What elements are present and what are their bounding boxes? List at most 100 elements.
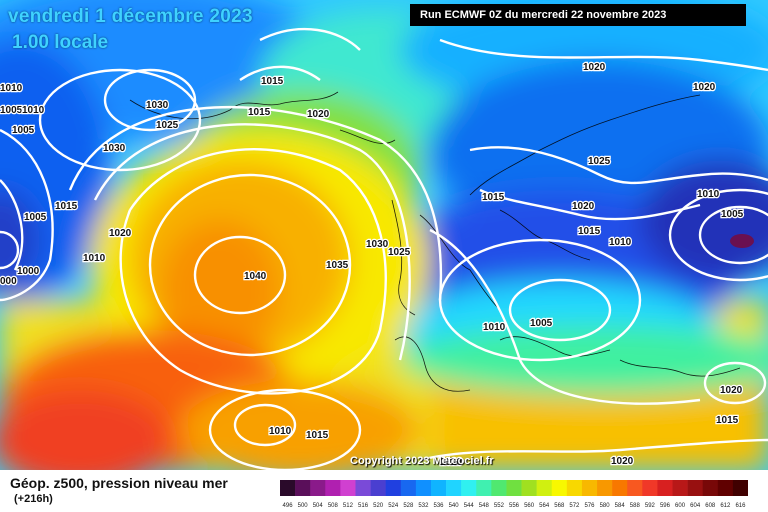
isobar-label: 1035 <box>326 260 349 271</box>
color-scale-tick-label: 596 <box>660 503 671 509</box>
color-scale-tick-label: 508 <box>328 503 339 509</box>
color-scale-swatch <box>612 480 628 496</box>
color-scale-swatch <box>310 480 326 496</box>
copyright: Copyright 2023 Meteociel.fr <box>350 455 494 467</box>
color-scale-tick-label: 580 <box>600 503 611 509</box>
color-scale-swatch <box>566 480 583 496</box>
isobar-label: 1020 <box>440 457 463 468</box>
isobar-label: 1005 <box>0 105 23 116</box>
color-scale-tick-label: 592 <box>645 503 656 509</box>
isobar-label: 1020 <box>611 456 634 467</box>
color-scale-tick-label: 584 <box>615 503 626 509</box>
coastlines <box>129 91 741 392</box>
isobar-label: 1030 <box>103 143 126 154</box>
color-scale-swatch <box>597 480 613 496</box>
color-scale-tick-label: 608 <box>705 503 716 509</box>
isobar-label: 1020 <box>693 82 716 93</box>
isobar-label: 1000 <box>17 266 40 277</box>
isobar-label: 1015 <box>578 226 601 237</box>
color-scale-swatch <box>732 480 748 496</box>
color-scale-swatch <box>385 480 402 496</box>
isobar-label: 1015 <box>716 415 739 426</box>
isobar-label: 1010 <box>269 426 292 437</box>
legend-forecast-hour: (+216h) <box>14 493 53 505</box>
isobar-label: 1010 <box>83 253 106 264</box>
isobar-label: 1020 <box>572 201 595 212</box>
isobar-label: 1015 <box>482 192 505 203</box>
model-run-label: Run ECMWF 0Z du mercredi 22 novembre 202… <box>410 4 746 26</box>
color-scale-swatch <box>687 480 704 496</box>
color-scale-swatch <box>280 480 296 496</box>
legend-title: Géop. z500, pression niveau mer <box>10 475 228 491</box>
color-scale-swatch <box>627 480 643 496</box>
color-scale-tick-label: 572 <box>569 503 580 509</box>
isobar-label: 1010 <box>22 105 45 116</box>
color-scale-tick-label: 536 <box>434 503 445 509</box>
isobar-label: 1025 <box>588 156 611 167</box>
color-scale-swatch <box>370 480 386 496</box>
color-scale-tick-label: 560 <box>524 503 535 509</box>
isobar-label: 1010 <box>609 237 632 248</box>
color-scale-swatch <box>400 480 417 496</box>
isobar-label: 1030 <box>146 100 169 111</box>
isobar-label: 1020 <box>720 385 743 396</box>
dark-low-marker <box>730 234 754 248</box>
color-scale-tick-label: 616 <box>735 503 746 509</box>
color-scale-tick-label: 556 <box>509 503 520 509</box>
color-scale-swatch <box>717 480 734 496</box>
color-scale-swatch <box>702 480 719 496</box>
color-scale-tick-label: 500 <box>298 503 309 509</box>
color-scale-tick-label: 552 <box>494 503 505 509</box>
color-scale-swatch <box>325 480 341 496</box>
isobar-label: 1010 <box>0 83 23 94</box>
isobar-label: 1015 <box>306 430 329 441</box>
color-scale-tick-label: 516 <box>358 503 369 509</box>
isobar-label: 1005 <box>12 125 35 136</box>
isobar-label: 1005 <box>24 212 47 223</box>
color-scale-tick-label: 564 <box>539 503 550 509</box>
color-scale-swatch <box>581 480 598 496</box>
color-scale-tick-label: 528 <box>403 503 414 509</box>
color-scale-ticks: 496 500 504 508 512 516 520 524 528 532 536 540 544 5… <box>283 503 747 509</box>
isobar-label: 1015 <box>261 76 284 87</box>
isobar-label: 1025 <box>156 120 179 131</box>
color-scale-tick-label: 600 <box>675 503 686 509</box>
color-scale-swatch <box>340 480 356 496</box>
isobar-label: 1030 <box>366 239 389 250</box>
color-scale-tick-label: 512 <box>343 503 354 509</box>
color-scale-swatch <box>446 480 462 496</box>
isobar-label: 1015 <box>55 201 78 212</box>
color-scale-swatch <box>430 480 447 496</box>
color-scale-swatch <box>476 480 492 496</box>
geopotential-field <box>0 0 768 470</box>
color-scale-swatch <box>491 480 507 496</box>
isobar-label: 1010 <box>697 189 720 200</box>
color-scale-swatch <box>672 480 688 496</box>
isobar-label: 1005 <box>721 209 744 220</box>
color-scale-swatch <box>506 480 522 496</box>
color-scale-swatch <box>521 480 537 496</box>
isobar-label: 1040 <box>244 271 267 282</box>
color-scale-swatch <box>657 480 673 496</box>
color-scale-swatch <box>551 480 568 496</box>
color-scale-swatch <box>461 480 477 496</box>
color-scale-tick-label: 520 <box>373 503 384 509</box>
color-scale-tick-label: 544 <box>464 503 475 509</box>
isobars <box>0 27 768 470</box>
color-scale-tick-label: 532 <box>418 503 429 509</box>
isobar-label: 000 <box>0 276 17 287</box>
color-scale-tick-label: 588 <box>630 503 641 509</box>
forecast-date: vendredi 1 décembre 2023 <box>8 6 253 27</box>
isobar-label: 1020 <box>109 228 132 239</box>
color-scale-swatch <box>355 480 371 496</box>
color-scale-swatch <box>642 480 658 496</box>
isobar-label: 1010 <box>483 322 506 333</box>
color-scale-tick-label: 612 <box>720 503 731 509</box>
color-scale-tick-label: 568 <box>554 503 565 509</box>
isobar-label: 1020 <box>307 109 330 120</box>
isobar-label: 1005 <box>530 318 553 329</box>
color-scale-tick-label: 524 <box>388 503 399 509</box>
color-scale-bar <box>280 480 748 496</box>
color-scale-tick-label: 576 <box>584 503 595 509</box>
